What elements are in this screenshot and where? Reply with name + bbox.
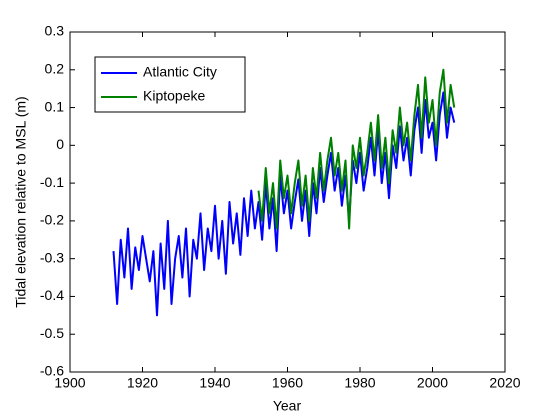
y-tick-label: 0.2 (45, 60, 65, 76)
legend-label: Atlantic City (143, 64, 217, 80)
legend-box (94, 56, 246, 113)
x-tick-label: 1980 (344, 375, 375, 391)
series-line (112, 91, 456, 317)
y-tick-label: -0.5 (40, 325, 64, 341)
y-tick-label: 0.3 (45, 23, 65, 39)
y-tick-label: -0.6 (40, 363, 64, 379)
y-tick-label: -0.1 (40, 174, 64, 190)
series-line (257, 68, 456, 230)
x-tick-label: 1920 (127, 375, 158, 391)
x-tick-label: 1960 (272, 375, 303, 391)
legend-label: Kiptopeke (143, 88, 205, 104)
x-tick-label: 1900 (54, 375, 85, 391)
y-tick-label: -0.2 (40, 212, 64, 228)
y-tick-label: -0.4 (40, 287, 64, 303)
x-axis-label: Year (273, 398, 302, 414)
x-tick-label: 1940 (199, 375, 230, 391)
x-tick-label: 2020 (489, 375, 520, 391)
x-tick-label: 2000 (417, 375, 448, 391)
y-tick-label: 0 (56, 136, 64, 152)
y-axis-label: Tidal elevation relative to MSL (m) (13, 96, 29, 307)
y-tick-label: -0.3 (40, 249, 64, 265)
y-tick-label: 0.1 (45, 98, 65, 114)
